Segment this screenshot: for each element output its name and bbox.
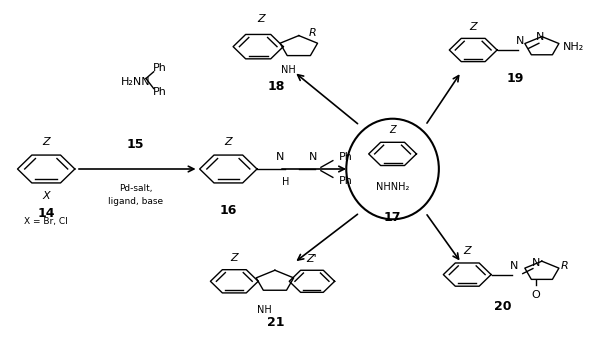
Text: N: N xyxy=(532,258,540,268)
Text: Z: Z xyxy=(43,137,50,147)
Text: Z: Z xyxy=(224,137,232,147)
Text: N: N xyxy=(309,152,317,162)
Text: Ph: Ph xyxy=(153,87,167,97)
Text: N: N xyxy=(276,152,284,162)
Text: 18: 18 xyxy=(268,80,285,93)
Text: 16: 16 xyxy=(220,203,237,217)
Text: R: R xyxy=(561,261,569,271)
Text: NH: NH xyxy=(281,65,295,75)
Text: O: O xyxy=(532,290,540,300)
Text: 15: 15 xyxy=(127,138,145,150)
Text: Z': Z' xyxy=(307,254,317,264)
Text: Ph: Ph xyxy=(153,64,167,73)
Text: Z: Z xyxy=(230,253,238,263)
Text: Z: Z xyxy=(469,22,477,31)
Text: Pd-salt,: Pd-salt, xyxy=(119,184,152,193)
Text: N: N xyxy=(516,36,524,46)
Text: X = Br, Cl: X = Br, Cl xyxy=(25,217,68,226)
Text: N: N xyxy=(510,261,518,271)
Text: N: N xyxy=(536,32,544,42)
Text: NH: NH xyxy=(257,305,272,315)
Text: H: H xyxy=(282,177,289,187)
Text: 19: 19 xyxy=(506,72,524,85)
Text: Ph: Ph xyxy=(339,152,353,162)
Text: 14: 14 xyxy=(37,207,55,220)
Text: ligand, base: ligand, base xyxy=(108,197,163,207)
Text: R: R xyxy=(309,28,317,38)
Text: Z: Z xyxy=(257,14,265,24)
Text: Ph: Ph xyxy=(339,176,353,186)
Text: X: X xyxy=(43,191,50,201)
Text: 21: 21 xyxy=(268,316,285,330)
Text: 17: 17 xyxy=(384,211,401,224)
Text: H₂NN: H₂NN xyxy=(121,77,151,87)
Text: Z: Z xyxy=(389,125,396,136)
Text: NH₂: NH₂ xyxy=(563,42,584,52)
Text: Z: Z xyxy=(463,246,471,256)
Text: NHNH₂: NHNH₂ xyxy=(376,183,409,192)
Text: 20: 20 xyxy=(494,300,512,313)
